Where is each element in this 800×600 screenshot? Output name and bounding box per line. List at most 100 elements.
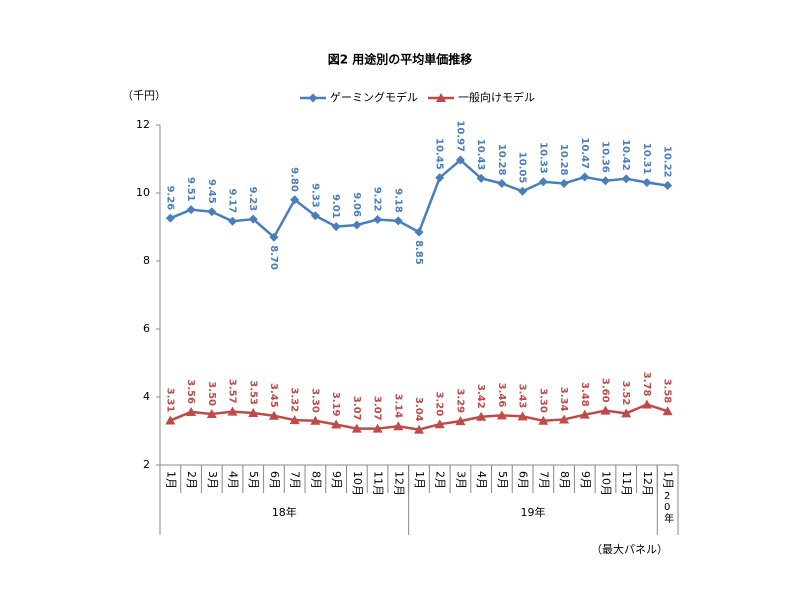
data-label: 3.57: [227, 379, 238, 404]
data-label: 10.47: [579, 137, 590, 169]
x-tick-label: 11月: [372, 471, 385, 496]
data-point: [517, 411, 528, 421]
data-point: [269, 232, 279, 242]
data-label: 3.78: [641, 372, 652, 397]
x-tick-label: 6月: [268, 471, 281, 489]
data-point: [393, 216, 403, 226]
data-point: [186, 406, 197, 416]
data-point: [331, 222, 341, 232]
data-point: [641, 399, 652, 409]
data-label: 3.04: [413, 397, 424, 422]
data-label: 9.33: [309, 183, 320, 208]
legend-label: 一般向けモデル: [458, 90, 535, 104]
data-point: [435, 173, 445, 183]
data-label: 3.43: [517, 384, 528, 409]
data-point: [559, 414, 570, 424]
x-tick-label: 4月: [227, 471, 240, 489]
data-label: 10.05: [517, 152, 528, 184]
y-unit-label: （千円）: [122, 89, 166, 102]
x-tick-label: 2月: [185, 471, 198, 489]
data-point: [455, 416, 466, 426]
x-tick-label: 5月: [247, 471, 260, 489]
data-label: 10.28: [558, 144, 569, 176]
x-tick-label: 6月: [517, 471, 530, 489]
data-point: [538, 415, 549, 425]
data-point: [352, 220, 362, 230]
data-label: 8.70: [268, 245, 279, 270]
data-point: [227, 406, 238, 416]
data-label: 9.23: [247, 186, 258, 211]
legend-marker: [308, 93, 318, 103]
data-label: 9.80: [289, 167, 300, 192]
x-tick-label: 8月: [558, 471, 571, 489]
data-label: 9.01: [330, 194, 341, 219]
data-point: [186, 205, 196, 215]
data-point: [642, 177, 652, 187]
data-point: [579, 409, 590, 419]
data-label: 3.20: [434, 392, 445, 417]
data-label: 3.48: [579, 382, 590, 407]
data-point: [372, 423, 383, 433]
data-label: 9.22: [372, 187, 383, 212]
data-point: [476, 173, 486, 183]
footnote: （最大パネル）: [591, 542, 668, 556]
x-tick-label: 4月: [475, 471, 488, 489]
x-tick-label: 7月: [289, 471, 302, 489]
x-tick-label: 12月: [392, 471, 405, 496]
data-point: [310, 211, 320, 221]
data-label: 3.30: [537, 388, 548, 413]
data-point: [600, 405, 611, 415]
data-point: [248, 407, 259, 417]
data-point: [248, 214, 258, 224]
x-tick-label: 8月: [309, 471, 322, 489]
data-label: 3.32: [289, 387, 300, 412]
y-tick-label: 10: [136, 186, 150, 199]
x-tick-label: 3月: [206, 471, 219, 489]
x-tick-label: 3月: [454, 471, 467, 489]
data-label: 9.26: [164, 185, 175, 210]
x-tick-label: 12月: [641, 471, 654, 496]
data-point: [165, 415, 176, 425]
data-label: 9.06: [351, 192, 362, 217]
data-label: 3.46: [496, 383, 507, 408]
data-label: 3.31: [164, 388, 175, 413]
data-point: [228, 216, 238, 226]
legend-label: ゲーミングモデル: [330, 90, 418, 104]
data-point: [331, 419, 342, 429]
x-tick-label: 2月: [434, 471, 447, 489]
data-point: [476, 411, 487, 421]
data-label: 3.30: [309, 388, 320, 413]
data-label: 3.56: [185, 379, 196, 404]
data-point: [393, 421, 404, 431]
x-tick-label: 1月: [662, 471, 675, 489]
data-label: 10.42: [620, 139, 631, 171]
data-label: 10.43: [475, 139, 486, 171]
data-label: 10.22: [662, 146, 673, 178]
data-point: [165, 213, 175, 223]
x-tick-label: 1月: [164, 471, 177, 489]
data-label: 9.51: [185, 177, 196, 202]
data-point: [559, 178, 569, 188]
data-point: [455, 155, 465, 165]
data-point: [310, 415, 321, 425]
data-label: 9.18: [392, 188, 403, 213]
data-point: [621, 408, 632, 418]
data-label: 3.52: [620, 381, 631, 406]
data-label: 10.31: [641, 143, 652, 175]
group-label: 18年: [272, 505, 297, 519]
data-label: 3.53: [247, 380, 258, 405]
group-label: 20年: [662, 491, 674, 524]
data-label: 3.29: [454, 388, 465, 413]
data-point: [538, 177, 548, 187]
y-tick-label: 12: [136, 118, 150, 131]
data-point: [289, 415, 300, 425]
x-tick-label: 9月: [330, 471, 343, 489]
y-tick-label: 2: [143, 458, 150, 471]
data-label: 3.42: [475, 384, 486, 409]
data-label: 9.45: [206, 179, 217, 204]
data-point: [373, 215, 383, 225]
x-tick-label: 1月: [413, 471, 426, 489]
data-point: [268, 410, 279, 420]
data-label: 3.07: [372, 396, 383, 421]
